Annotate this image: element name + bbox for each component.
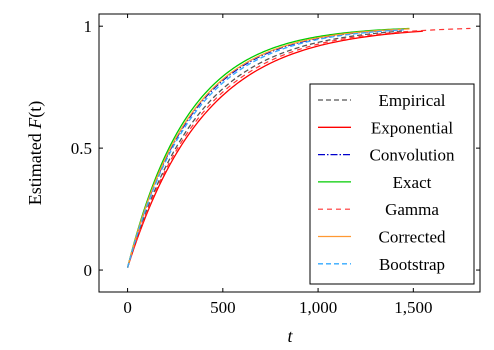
series-line-bootstrap: [126, 29, 404, 268]
y-tick-label: 1: [84, 17, 93, 36]
y-tick-label: 0.5: [71, 139, 92, 158]
y-axis-label-arg: (t): [25, 101, 46, 118]
series-line-corrected: [126, 28, 410, 268]
series-line-empirical: [126, 30, 404, 268]
legend-label: Exact: [393, 173, 432, 192]
x-tick-label: 1,000: [299, 298, 337, 317]
x-axis-label: t: [287, 326, 293, 346]
plot-frame: [98, 13, 481, 293]
legend-label: Corrected: [378, 228, 446, 247]
y-axis-label-function: F: [25, 117, 45, 130]
y-tick-labels: 00.51: [71, 17, 92, 280]
x-tick-label: 1,500: [394, 298, 432, 317]
legend-label: Exponential: [371, 118, 453, 137]
y-tick-label: 0: [84, 261, 93, 280]
legend-label: Gamma: [385, 200, 439, 219]
series-line-exponential: [126, 30, 423, 268]
legend-label: Bootstrap: [379, 255, 445, 274]
x-tick-label: 500: [210, 298, 236, 317]
legend: Empirical Exponential Convolution Exact Gamm…: [309, 83, 475, 285]
legend-label: Empirical: [378, 91, 445, 110]
legend-box: [309, 83, 475, 285]
series-line-gamma: [127, 27, 471, 268]
tick-marks: [99, 14, 480, 292]
series-line-exact: [126, 27, 410, 268]
y-axis-label-prefix: Estimated: [25, 129, 45, 205]
x-tick-label: 0: [123, 298, 132, 317]
x-tick-labels: 0 500 1,000 1,500: [123, 298, 432, 317]
series-line-convolution: [126, 28, 404, 268]
y-axis-label: Estimated F(t): [25, 101, 46, 205]
legend-label: Convolution: [369, 146, 455, 165]
series-lines: [126, 27, 471, 268]
